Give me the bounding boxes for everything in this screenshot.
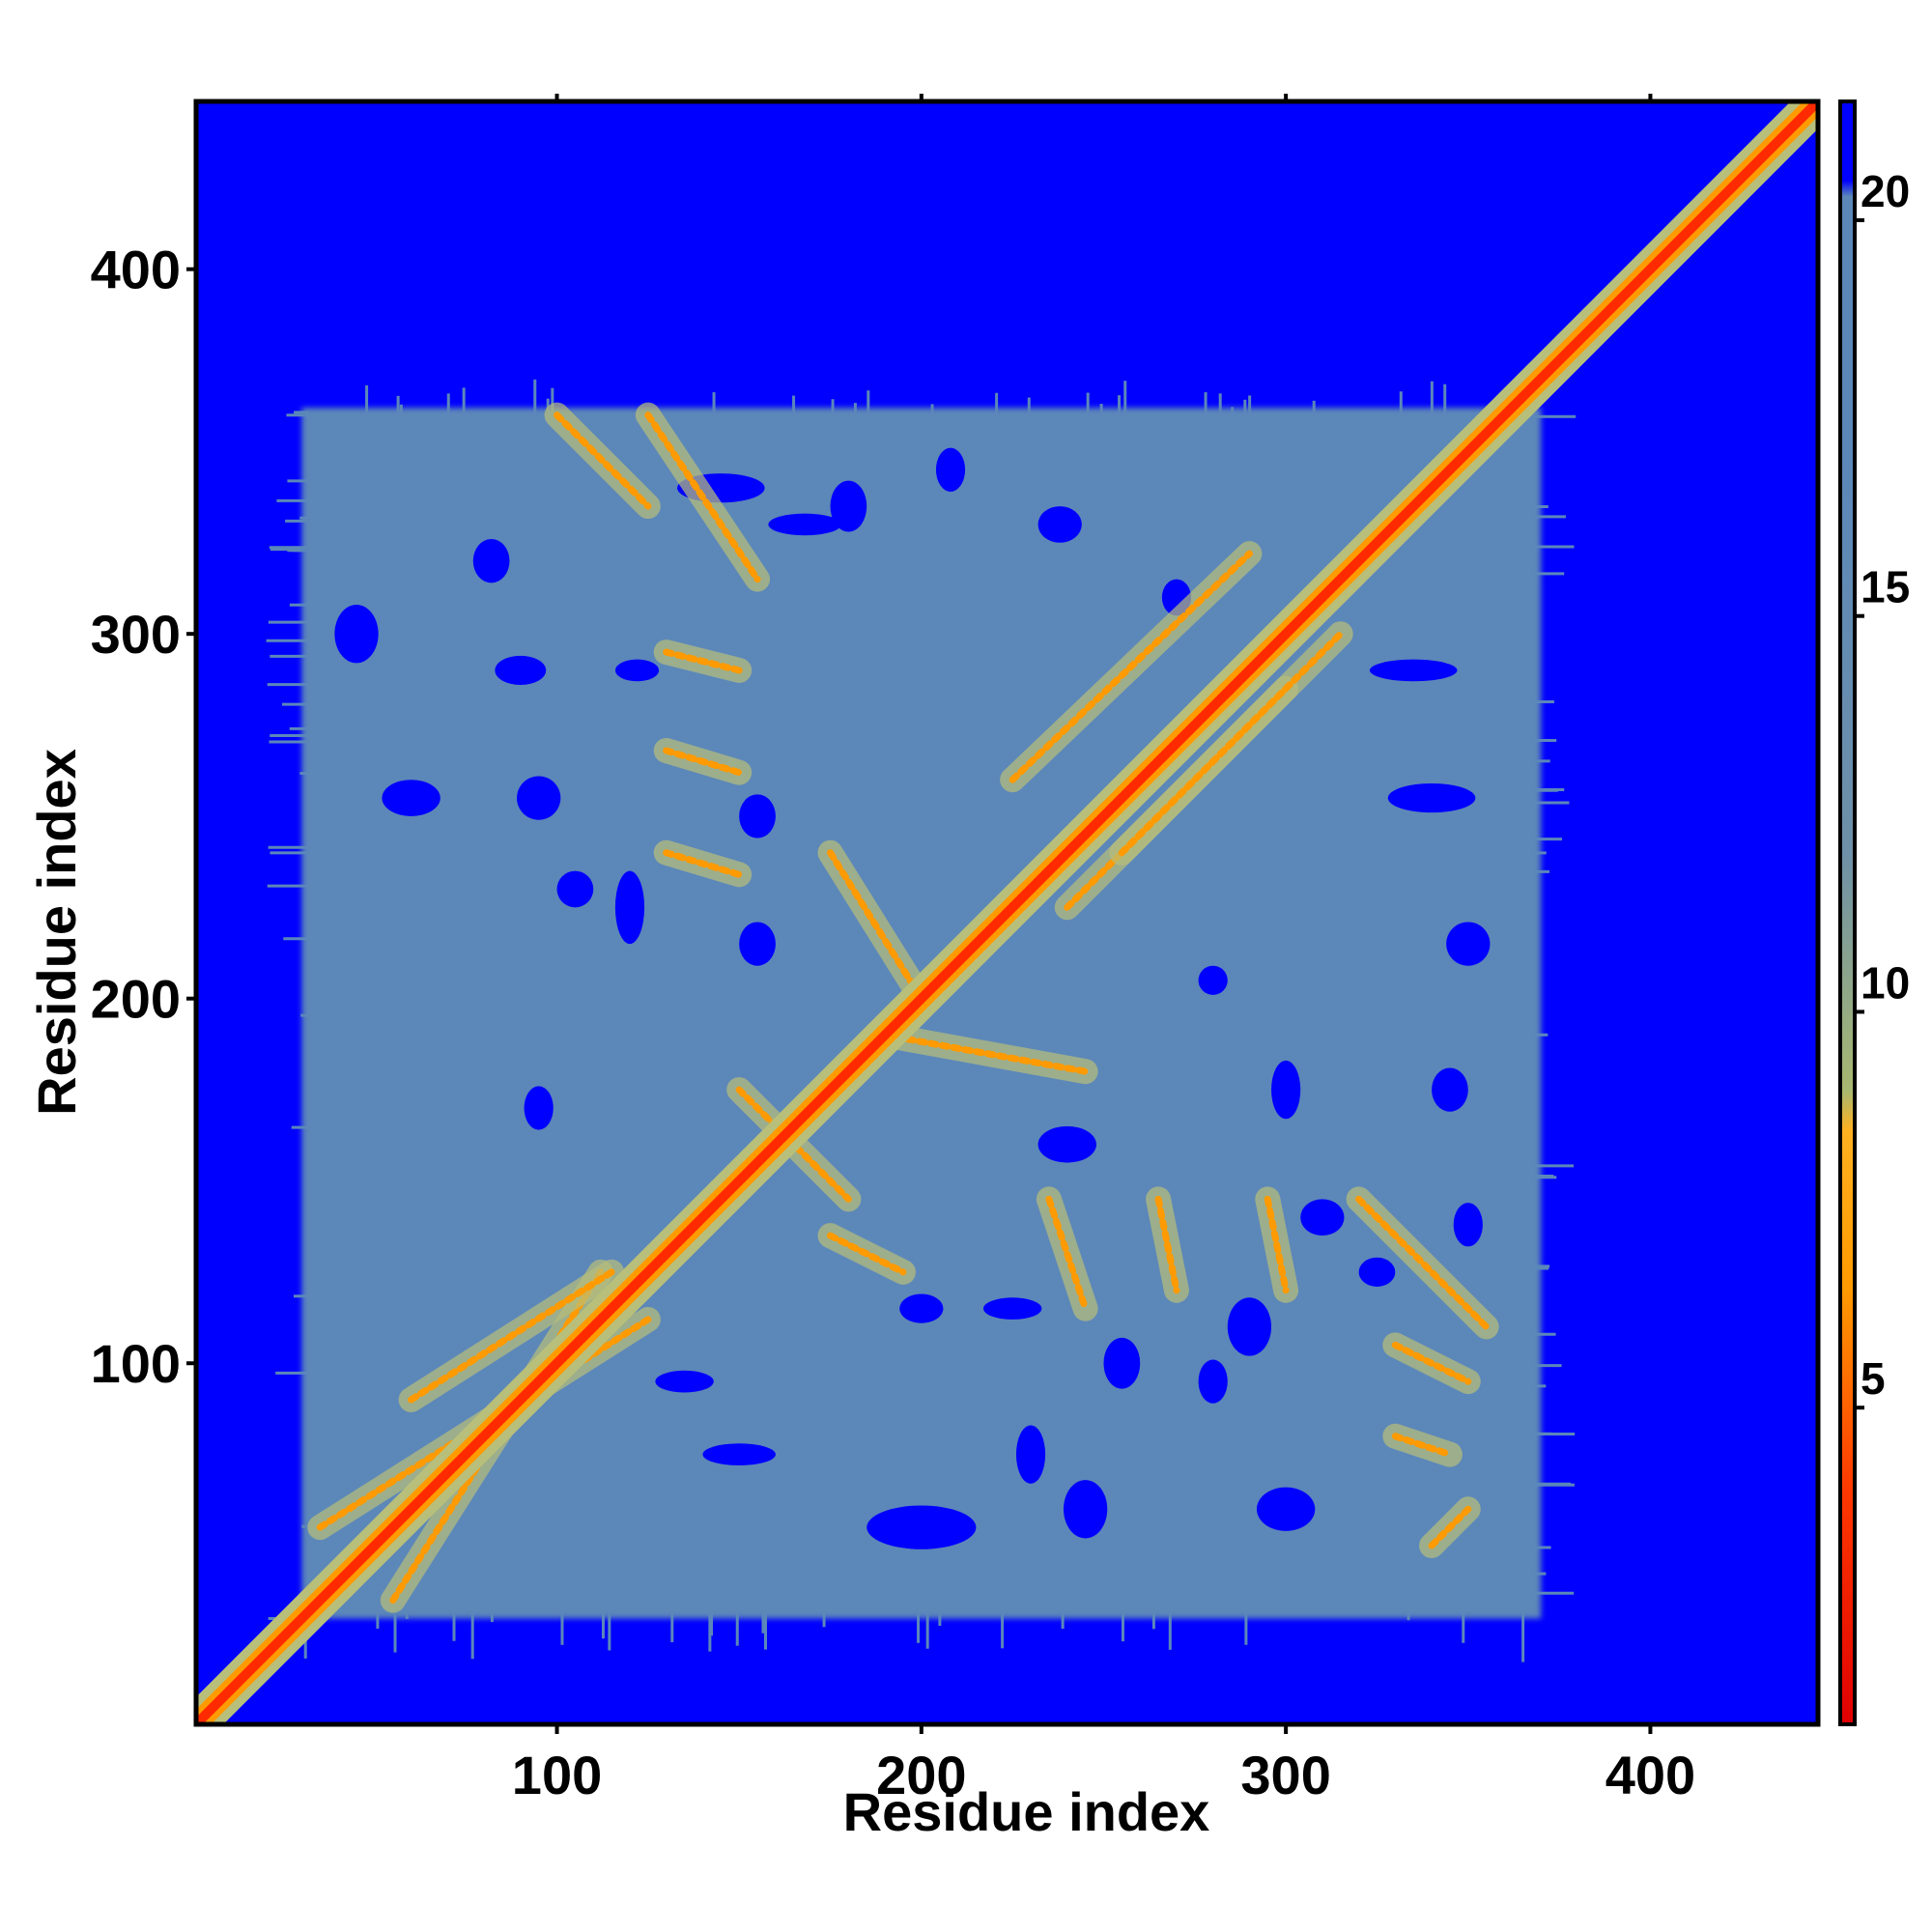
heatmap-void-patch	[1387, 782, 1476, 813]
heatmap-void-patch	[1227, 1297, 1272, 1356]
contact-band	[827, 849, 925, 1003]
heatmap-void-patch	[739, 922, 776, 966]
colorbar-tick-label: 20	[1861, 166, 1910, 216]
heatmap-void-patch	[556, 870, 594, 908]
y-tick-label: 200	[91, 969, 181, 1030]
heatmap-void-patch	[1300, 1199, 1345, 1236]
heatmap-void-patch	[382, 780, 440, 816]
contact-band	[554, 412, 652, 510]
heatmap-void-patch	[524, 1086, 554, 1130]
contact-band	[644, 412, 761, 583]
heatmap-void-patch	[614, 659, 660, 682]
heatmap-void-patch	[899, 1293, 944, 1323]
heatmap-void-patch	[1037, 1125, 1096, 1163]
heatmap-void-patch	[1198, 965, 1228, 995]
contact-band	[408, 1268, 615, 1404]
contact-band	[827, 1232, 907, 1276]
contact-band	[1154, 1195, 1180, 1294]
heatmap-void-patch	[867, 1505, 977, 1549]
heatmap-void-patch	[1453, 1203, 1483, 1247]
contact-band	[1391, 1341, 1472, 1385]
colorbar-scale	[1838, 99, 1857, 1726]
plot-frame	[193, 99, 1821, 1727]
heatmap-void-patch	[1037, 506, 1082, 543]
x-axis: 100 200 300 400	[512, 94, 1695, 1805]
y-tick-label: 400	[91, 240, 181, 300]
contact-band	[1391, 1433, 1454, 1459]
heatmap-void-patch	[517, 776, 561, 820]
heatmap-void-patch	[935, 447, 966, 492]
contact-band	[1009, 550, 1253, 783]
colorbar-tick-label: 5	[1861, 1353, 1886, 1404]
heatmap-void-patch	[1369, 659, 1458, 682]
heatmap-void-patch	[655, 1370, 714, 1393]
heatmap-void-patch	[1271, 1060, 1301, 1120]
heatmap-void-patch	[1358, 1257, 1396, 1287]
contact-band	[663, 747, 743, 777]
y-tick-label: 100	[91, 1333, 181, 1394]
diagonal-line	[196, 101, 1818, 1724]
heatmap-void-patch	[739, 794, 776, 838]
contact-band	[1264, 1195, 1290, 1294]
heatmap-void-patch	[1103, 1337, 1141, 1389]
heatmap-void-patch	[614, 870, 645, 945]
heatmap-void-patch	[334, 605, 379, 664]
heatmap-void-patch	[768, 513, 841, 536]
heatmap-void-patch	[495, 655, 547, 686]
heatmap-void-patch	[1446, 922, 1491, 966]
x-tick-label: 400	[1605, 1745, 1695, 1805]
x-tick-label: 100	[512, 1745, 602, 1805]
x-tick-label: 200	[876, 1745, 966, 1805]
heatmap-area	[196, 101, 1818, 1724]
heatmap-void-patch	[1063, 1480, 1108, 1539]
y-tick-label: 300	[91, 604, 181, 665]
contact-band	[1355, 1195, 1491, 1330]
heatmap-void-patch	[1198, 1359, 1228, 1404]
contact-band	[1118, 630, 1345, 857]
contact-band	[1045, 1195, 1090, 1313]
heatmap-void-patch	[830, 480, 867, 532]
contact-band	[1428, 1505, 1472, 1549]
heatmap-void-patch	[1432, 1067, 1468, 1112]
plot-border	[193, 99, 1821, 1727]
heatmap-void-patch	[472, 539, 510, 583]
contact-band	[663, 849, 743, 878]
heatmap-void-patch	[702, 1443, 776, 1465]
colorbar-tick-label: 15	[1861, 562, 1910, 612]
contact-band	[663, 648, 743, 674]
heatmap-void-patch	[1256, 1487, 1316, 1531]
heatmap-void-patch	[1015, 1425, 1046, 1484]
colorbar-tick-label: 10	[1861, 957, 1910, 1008]
contact-band	[881, 1031, 1090, 1075]
x-axis-title: Residue index	[843, 1781, 1210, 1842]
x-tick-label: 300	[1240, 1745, 1330, 1805]
heatmap-void-patch	[982, 1297, 1042, 1320]
y-axis: 100 200 300 400	[91, 240, 196, 1394]
y-axis-title: Residue index	[26, 749, 87, 1116]
colorbar: 5 10 15 20	[1838, 99, 1910, 1726]
